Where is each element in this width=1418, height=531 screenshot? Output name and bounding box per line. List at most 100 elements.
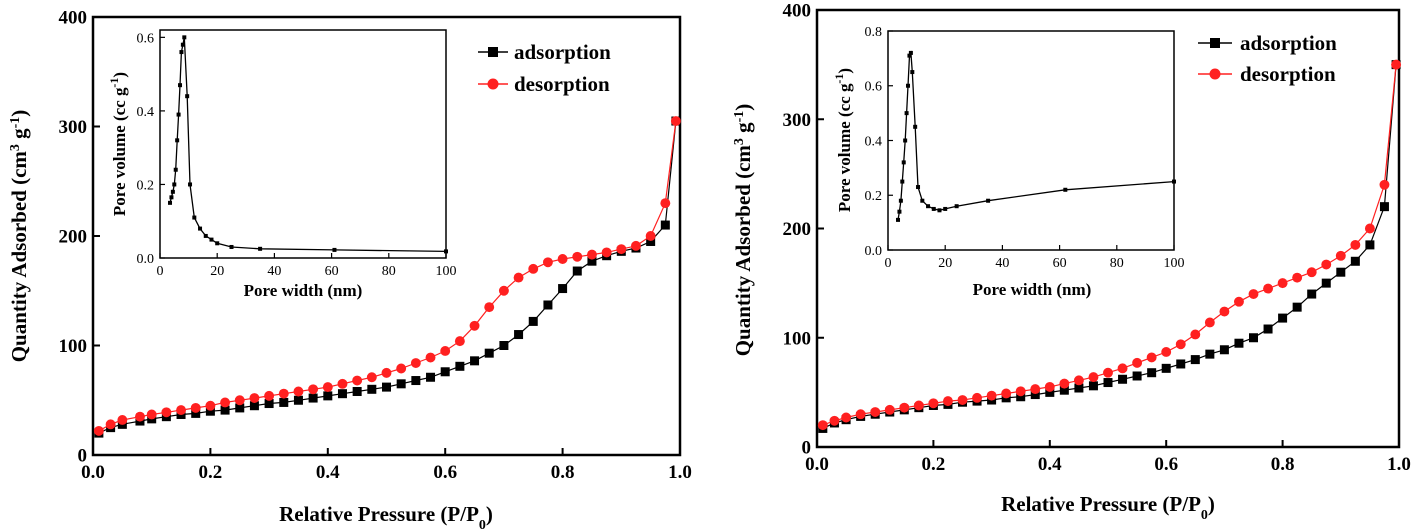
pore-distribution-series-point	[896, 217, 901, 222]
adsorption-series-point	[1219, 345, 1229, 355]
pore-distribution-series-point	[986, 198, 991, 203]
pore-distribution-series-point	[198, 226, 203, 231]
adsorption-series-point	[660, 220, 670, 230]
pore-distribution-series-point	[188, 182, 193, 187]
desorption-series-point	[1292, 272, 1303, 283]
inset-y-tick-label: 0.4	[865, 134, 883, 149]
adsorption-series-point	[1045, 387, 1055, 397]
y-axis-title: Quantity Adsorbed (cm3 g-1)	[731, 104, 755, 357]
adsorption-series-point	[249, 401, 259, 411]
adsorption-series-point	[440, 367, 450, 377]
desorption-series-point	[396, 363, 407, 374]
desorption-series-point	[829, 415, 840, 426]
pore-distribution-series-point	[1172, 179, 1176, 184]
inset-x-tick-label: 40	[267, 264, 281, 279]
inset-y-axis-title: Pore volume (cc g-1)	[107, 72, 129, 216]
desorption-series-point	[557, 254, 568, 264]
x-tick-label: 1.0	[668, 462, 692, 483]
adsorption-series-point	[205, 406, 215, 416]
pore-distribution-series-line	[897, 50, 1175, 221]
desorption-series-point	[454, 336, 465, 347]
y-axis-ticks: 0 100 200 300 400	[783, 1, 824, 459]
inset-x-tick-label: 60	[1053, 256, 1067, 271]
adsorption-series-point	[337, 389, 347, 399]
desorption-series-point	[884, 404, 895, 415]
pore-distribution-series-point	[209, 237, 214, 242]
desorption-series-point	[1391, 59, 1402, 70]
desorption-series-point	[1015, 386, 1026, 397]
desorption-series-point	[986, 390, 997, 401]
adsorption-series-point	[572, 266, 582, 276]
inset-x-axis-ticks: 0 20 40 60 80 100	[885, 245, 1185, 271]
desorption-series-point	[631, 240, 641, 251]
adsorption-series-point	[558, 284, 568, 294]
x-tick-label: 0.0	[81, 462, 105, 483]
desorption-series-point	[278, 388, 289, 399]
adsorption-series-point	[220, 405, 230, 415]
desorption-series-point	[616, 244, 627, 255]
pore-distribution-series-point	[176, 112, 181, 117]
y-tick-label: 200	[783, 219, 812, 240]
desorption-series-point	[1248, 289, 1259, 299]
desorption-series-point	[870, 407, 881, 417]
y-tick-label: 100	[59, 336, 88, 357]
adsorption-series-point	[543, 300, 553, 310]
main-series-layer	[817, 59, 1402, 433]
adsorption-series-point	[264, 399, 274, 409]
adsorption-series-point	[1030, 390, 1040, 400]
y-tick-label: 0	[802, 438, 812, 459]
x-tick-label: 0.2	[199, 462, 223, 483]
pore-distribution-series-point	[926, 204, 931, 209]
desorption-series-point	[1364, 223, 1375, 234]
adsorption-series-point	[1176, 359, 1186, 369]
desorption-series-point	[957, 395, 968, 405]
inset-y-tick-label: 0.2	[865, 189, 883, 204]
pore-distribution-series-point	[908, 50, 913, 55]
inset-x-tick-label: 80	[1110, 256, 1124, 271]
inset-y-tick-label: 0.0	[865, 244, 883, 259]
pore-distribution-series-point	[920, 198, 925, 203]
desorption-series-point	[899, 402, 910, 413]
pore-distribution-series-point	[185, 94, 190, 99]
adsorption-series-point	[426, 372, 436, 382]
desorption-series-point	[943, 396, 953, 407]
adsorption-series-point	[514, 330, 524, 340]
adsorption-series-point	[587, 256, 597, 266]
pore-distribution-series-point	[215, 241, 220, 246]
x-tick-label: 0.8	[1271, 454, 1295, 475]
inset-y-tick-label: 0.2	[137, 178, 155, 193]
desorption-series-point	[93, 425, 104, 436]
inset-y-tick-label: 0.8	[865, 25, 883, 40]
desorption-series-point	[352, 375, 363, 386]
adsorption-series-point	[1088, 381, 1098, 391]
legend-label-desorption: desorption	[1240, 62, 1336, 86]
inset-y-axis-title: Pore volume (cc g-1)	[832, 68, 854, 212]
pore-distribution-series-point	[179, 50, 184, 55]
legend-item-adsorption: adsorption	[1198, 31, 1337, 55]
inset-x-axis-title: Pore width (nm)	[973, 280, 1092, 299]
pore-distribution-series-point	[937, 208, 942, 213]
adsorption-series-point	[1205, 349, 1215, 359]
desorption-series-point	[176, 405, 186, 416]
desorption-series-point	[1117, 363, 1128, 374]
adsorption-series-point	[1016, 392, 1026, 402]
adsorption-series-point	[646, 236, 656, 246]
pore-distribution-series-point	[168, 200, 173, 205]
inset-x-tick-label: 100	[436, 264, 457, 279]
desorption-series-point	[972, 392, 982, 403]
legend-label-adsorption: adsorption	[514, 40, 611, 64]
inset-series-layer	[168, 35, 448, 254]
inset-x-tick-label: 60	[325, 264, 339, 279]
pore-distribution-series-point	[203, 233, 208, 238]
desorption-series-point	[1161, 347, 1172, 357]
x-tick-label: 0.4	[316, 462, 340, 483]
adsorption-series-point	[499, 341, 509, 350]
desorption-series-point	[1350, 239, 1361, 250]
adsorption-series-point	[484, 348, 494, 358]
desorption-series-point	[1001, 388, 1012, 399]
adsorption-series-point	[1118, 374, 1128, 384]
desorption-series-point	[1263, 283, 1274, 294]
inset-series-layer	[896, 50, 1176, 222]
y-tick-label: 0	[78, 446, 88, 467]
